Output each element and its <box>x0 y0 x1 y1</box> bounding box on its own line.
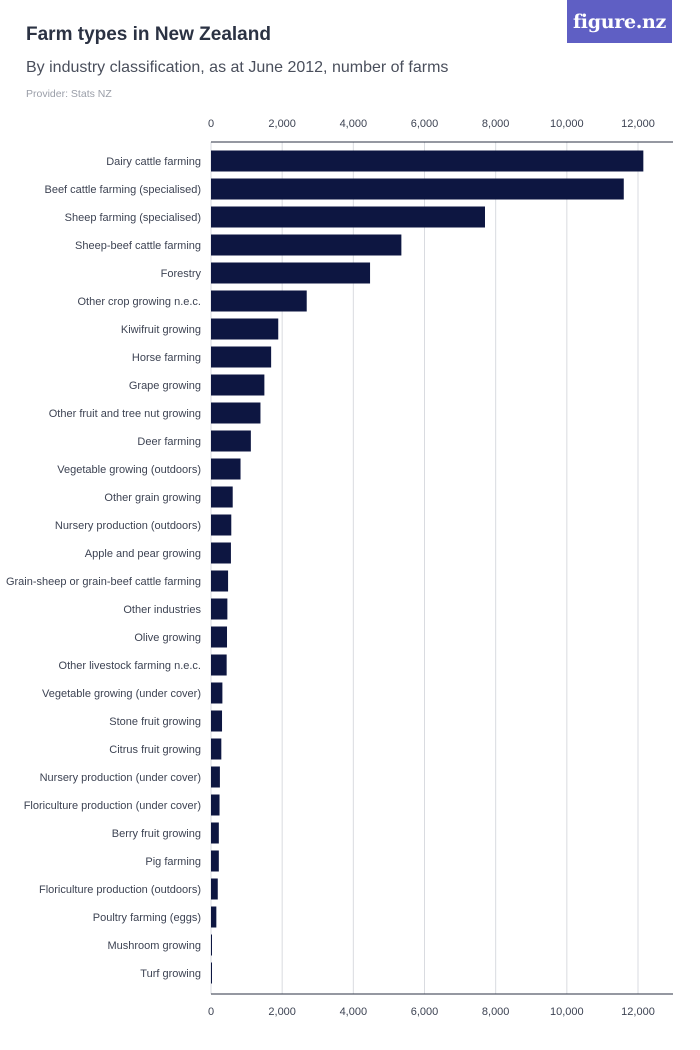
bar[interactable] <box>211 850 219 872</box>
category-label: Forestry <box>161 268 202 280</box>
bar[interactable] <box>211 794 220 816</box>
category-label: Berry fruit growing <box>112 828 201 840</box>
category-label: Olive growing <box>134 632 201 644</box>
x-tick-label-bottom: 10,000 <box>550 1006 584 1018</box>
x-tick-label-top: 0 <box>208 118 214 130</box>
category-label: Stone fruit growing <box>109 716 201 728</box>
category-label: Floriculture production (outdoors) <box>39 884 201 896</box>
category-label: Other fruit and tree nut growing <box>49 408 201 420</box>
category-label: Other livestock farming n.e.c. <box>59 660 201 672</box>
category-label: Other crop growing n.e.c. <box>77 296 201 308</box>
category-label: Pig farming <box>145 856 201 868</box>
bar[interactable] <box>211 682 223 704</box>
bar[interactable] <box>211 318 279 340</box>
bar[interactable] <box>211 710 223 732</box>
category-label: Floriculture production (under cover) <box>24 800 201 812</box>
bar[interactable] <box>211 738 222 760</box>
figure-nz-logo[interactable]: figure.nz <box>567 0 672 43</box>
bar[interactable] <box>211 766 220 788</box>
x-tick-label-bottom: 4,000 <box>340 1006 368 1018</box>
bar[interactable] <box>211 626 228 648</box>
bar[interactable] <box>211 570 229 592</box>
bar[interactable] <box>211 906 217 928</box>
bar[interactable] <box>211 514 232 536</box>
x-tick-label-top: 4,000 <box>340 118 368 130</box>
category-label: Kiwifruit growing <box>121 324 201 336</box>
x-tick-label-bottom: 12,000 <box>621 1006 655 1018</box>
x-tick-label-top: 12,000 <box>621 118 655 130</box>
category-label: Grape growing <box>129 380 201 392</box>
category-label: Deer farming <box>137 436 201 448</box>
x-tick-label-top: 6,000 <box>411 118 439 130</box>
bar[interactable] <box>211 234 402 256</box>
bar[interactable] <box>211 878 218 900</box>
bar[interactable] <box>211 458 241 480</box>
bar[interactable] <box>211 486 233 508</box>
bar[interactable] <box>211 178 624 200</box>
category-label: Vegetable growing (under cover) <box>42 688 201 700</box>
category-label: Sheep-beef cattle farming <box>75 240 201 252</box>
x-tick-label-bottom: 8,000 <box>482 1006 510 1018</box>
bar[interactable] <box>211 542 231 564</box>
bar[interactable] <box>211 290 307 312</box>
bar[interactable] <box>211 962 212 984</box>
bar[interactable] <box>211 654 227 676</box>
category-label: Dairy cattle farming <box>106 156 201 168</box>
x-tick-label-bottom: 2,000 <box>268 1006 296 1018</box>
category-label: Poultry farming (eggs) <box>93 912 201 924</box>
bar[interactable] <box>211 150 644 172</box>
bar[interactable] <box>211 402 261 424</box>
category-label: Other grain growing <box>104 492 201 504</box>
chart-title: Farm types in New Zealand <box>26 24 271 45</box>
category-label: Mushroom growing <box>107 940 201 952</box>
bar[interactable] <box>211 262 371 284</box>
data-provider: Provider: Stats NZ <box>26 88 112 100</box>
category-label: Horse farming <box>132 352 201 364</box>
x-tick-label-bottom: 6,000 <box>411 1006 439 1018</box>
category-label: Apple and pear growing <box>85 548 201 560</box>
x-tick-label-top: 8,000 <box>482 118 510 130</box>
x-tick-label-top: 10,000 <box>550 118 584 130</box>
category-label: Beef cattle farming (specialised) <box>44 184 201 196</box>
category-label: Grain-sheep or grain-beef cattle farming <box>6 576 201 588</box>
category-label: Turf growing <box>140 968 201 980</box>
category-label: Citrus fruit growing <box>109 744 201 756</box>
category-label: Nursery production (outdoors) <box>55 520 201 532</box>
bar[interactable] <box>211 934 212 956</box>
bar[interactable] <box>211 374 265 396</box>
category-label: Sheep farming (specialised) <box>65 212 201 224</box>
category-label: Nursery production (under cover) <box>40 772 201 784</box>
bar[interactable] <box>211 346 272 368</box>
x-tick-label-top: 2,000 <box>268 118 296 130</box>
bar[interactable] <box>211 598 228 620</box>
bar[interactable] <box>211 430 251 452</box>
bar[interactable] <box>211 206 485 228</box>
category-label: Other industries <box>123 604 201 616</box>
category-label: Vegetable growing (outdoors) <box>57 464 201 476</box>
chart-subtitle: By industry classification, as at June 2… <box>26 59 449 76</box>
bar[interactable] <box>211 822 219 844</box>
x-tick-label-bottom: 0 <box>208 1006 214 1018</box>
